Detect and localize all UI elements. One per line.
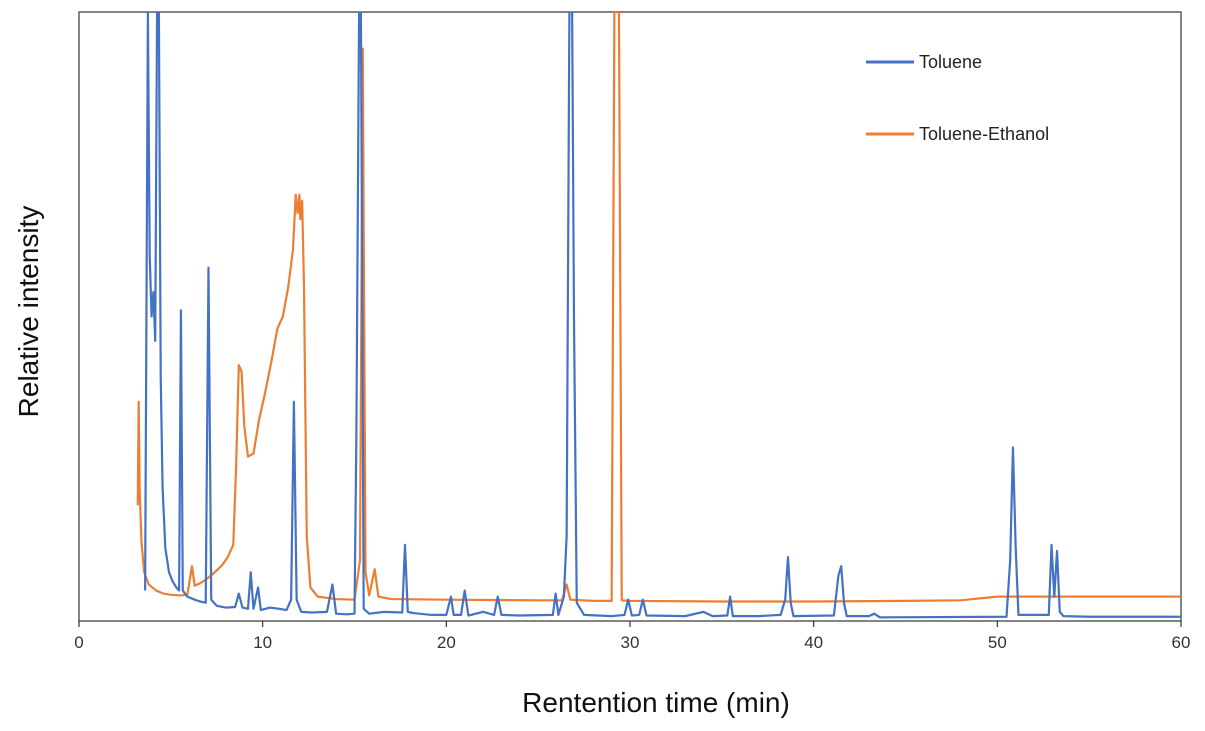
legend-label: Toluene [919,52,982,72]
x-tick-label: 60 [1172,633,1191,652]
x-tick-label: 0 [74,633,83,652]
series-line-toluene-ethanol [136,12,1181,603]
plot-area [78,11,1182,622]
plot-frame [78,11,1182,622]
x-axis: 0 10 20 30 40 50 60 [74,621,1190,652]
x-tick-label: 10 [253,633,272,652]
y-axis-title: Relative intensity [13,206,44,418]
x-tick-label: 40 [804,633,823,652]
series-line-toluene [144,12,1181,619]
x-tick-label: 30 [621,633,640,652]
series-layer [136,12,1181,619]
legend: Toluene Toluene-Ethanol [866,52,1049,144]
x-axis-title: Rentention time (min) [522,687,790,718]
x-tick-label: 50 [988,633,1007,652]
legend-label: Toluene-Ethanol [919,124,1049,144]
x-tick-label: 20 [437,633,456,652]
